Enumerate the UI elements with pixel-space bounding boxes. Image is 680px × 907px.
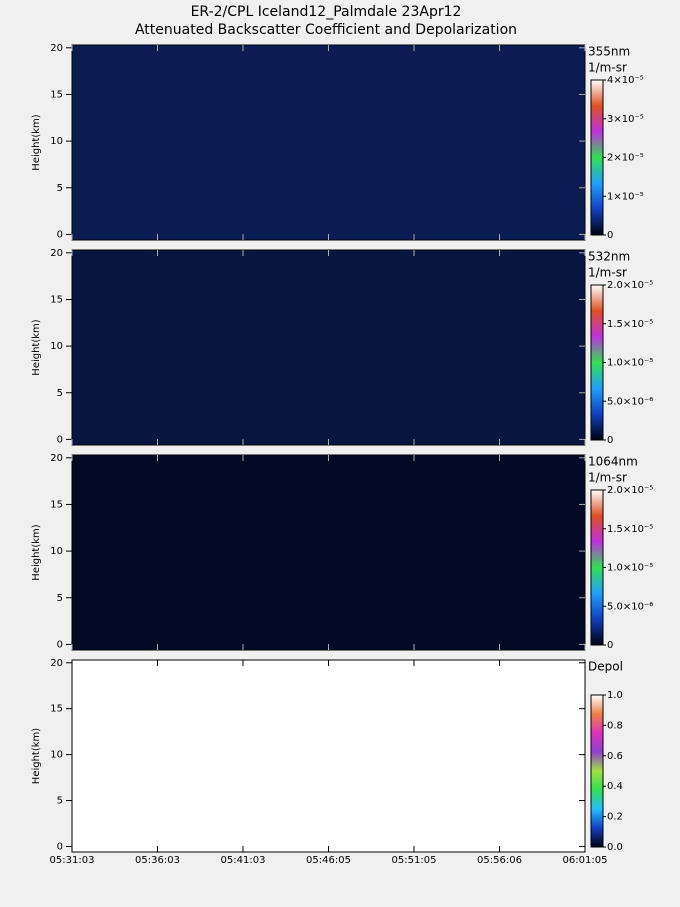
colorbar-tick-label: 1.5×10⁻⁵ [607,524,653,535]
colorbar [590,284,604,441]
x-tick-label: 05:41:03 [221,855,266,866]
colorbar-label: Depol [588,660,623,674]
colorbar-tick-label: 3×10⁻⁵ [607,114,644,125]
colorbar-tick-label: 0 [607,435,613,446]
y-tick-label: 10 [50,341,63,352]
colorbar [590,489,604,646]
y-axis-label: Height(km) [31,114,42,170]
colorbar-tick-label: 5.0×10⁻⁶ [607,396,653,407]
x-tick-label: 05:46:05 [306,855,351,866]
colorbar-tick-label: 1.0×10⁻⁵ [607,563,653,574]
y-tick-label: 10 [50,546,63,557]
colorbar-tick-label: 2.0×10⁻⁵ [607,280,653,291]
subtitle: Attenuated Backscatter Coefficient and D… [135,22,517,38]
y-tick-label: 20 [50,453,63,464]
colorbar-tick-label: 5.0×10⁻⁶ [607,601,653,612]
colorbar-tick-label: 0 [607,230,613,241]
x-tick-label: 05:56:06 [477,855,522,866]
y-tick-label: 0 [57,434,63,445]
y-axis-label: Height(km) [31,524,42,580]
y-tick-label: 20 [50,248,63,259]
y-tick-label: 5 [57,388,63,399]
colorbar-unit: 1/m-sr [588,61,627,75]
panel-background [71,659,586,853]
y-tick-label: 0 [57,639,63,650]
y-tick-label: 15 [50,499,63,510]
panel-background [71,249,586,446]
y-tick-label: 10 [50,136,63,147]
colorbar-tick-label: 2.0×10⁻⁵ [607,485,653,496]
x-tick-label: 06:01:05 [563,855,608,866]
y-tick-label: 15 [50,704,63,715]
colorbar-tick-label: 2×10⁻⁵ [607,153,644,164]
colorbar [590,694,604,848]
y-tick-label: 20 [50,43,63,54]
y-tick-label: 15 [50,294,63,305]
colorbar-tick-label: 0.4 [607,781,623,792]
y-axis-label: Height(km) [31,728,42,784]
y-tick-label: 15 [50,89,63,100]
x-tick-label: 05:31:03 [50,855,95,866]
y-tick-label: 0 [57,229,63,240]
x-tick-label: 05:51:05 [392,855,437,866]
colorbar-tick-label: 0 [607,640,613,651]
colorbar-tick-label: 1.5×10⁻⁵ [607,319,653,330]
y-tick-label: 20 [50,658,63,669]
colorbar [590,79,604,236]
colorbar-unit: 1/m-sr [588,471,627,485]
y-tick-label: 5 [57,796,63,807]
colorbar-label: 532nm [588,250,630,264]
colorbar-tick-label: 0.2 [607,812,623,823]
title: ER-2/CPL Iceland12_Palmdale 23Apr12 [191,4,462,20]
y-tick-label: 5 [57,593,63,604]
colorbar-tick-label: 1×10⁻⁵ [607,191,644,202]
x-tick-label: 05:36:03 [135,855,180,866]
colorbar-tick-label: 1.0×10⁻⁵ [607,358,653,369]
colorbar-tick-label: 0.6 [607,751,623,762]
colorbar-tick-label: 0.8 [607,720,623,731]
panel-background [71,44,586,241]
colorbar-unit: 1/m-sr [588,266,627,280]
y-axis-label: Height(km) [31,319,42,375]
colorbar-tick-label: 1.0 [607,690,623,701]
y-tick-label: 0 [57,841,63,852]
colorbar-tick-label: 0.0 [607,842,623,853]
y-tick-label: 5 [57,183,63,194]
colorbar-tick-label: 4×10⁻⁵ [607,75,644,86]
y-tick-label: 10 [50,750,63,761]
panel-background [71,454,586,651]
colorbar-label: 1064nm [588,455,638,469]
colorbar-label: 355nm [588,45,630,59]
